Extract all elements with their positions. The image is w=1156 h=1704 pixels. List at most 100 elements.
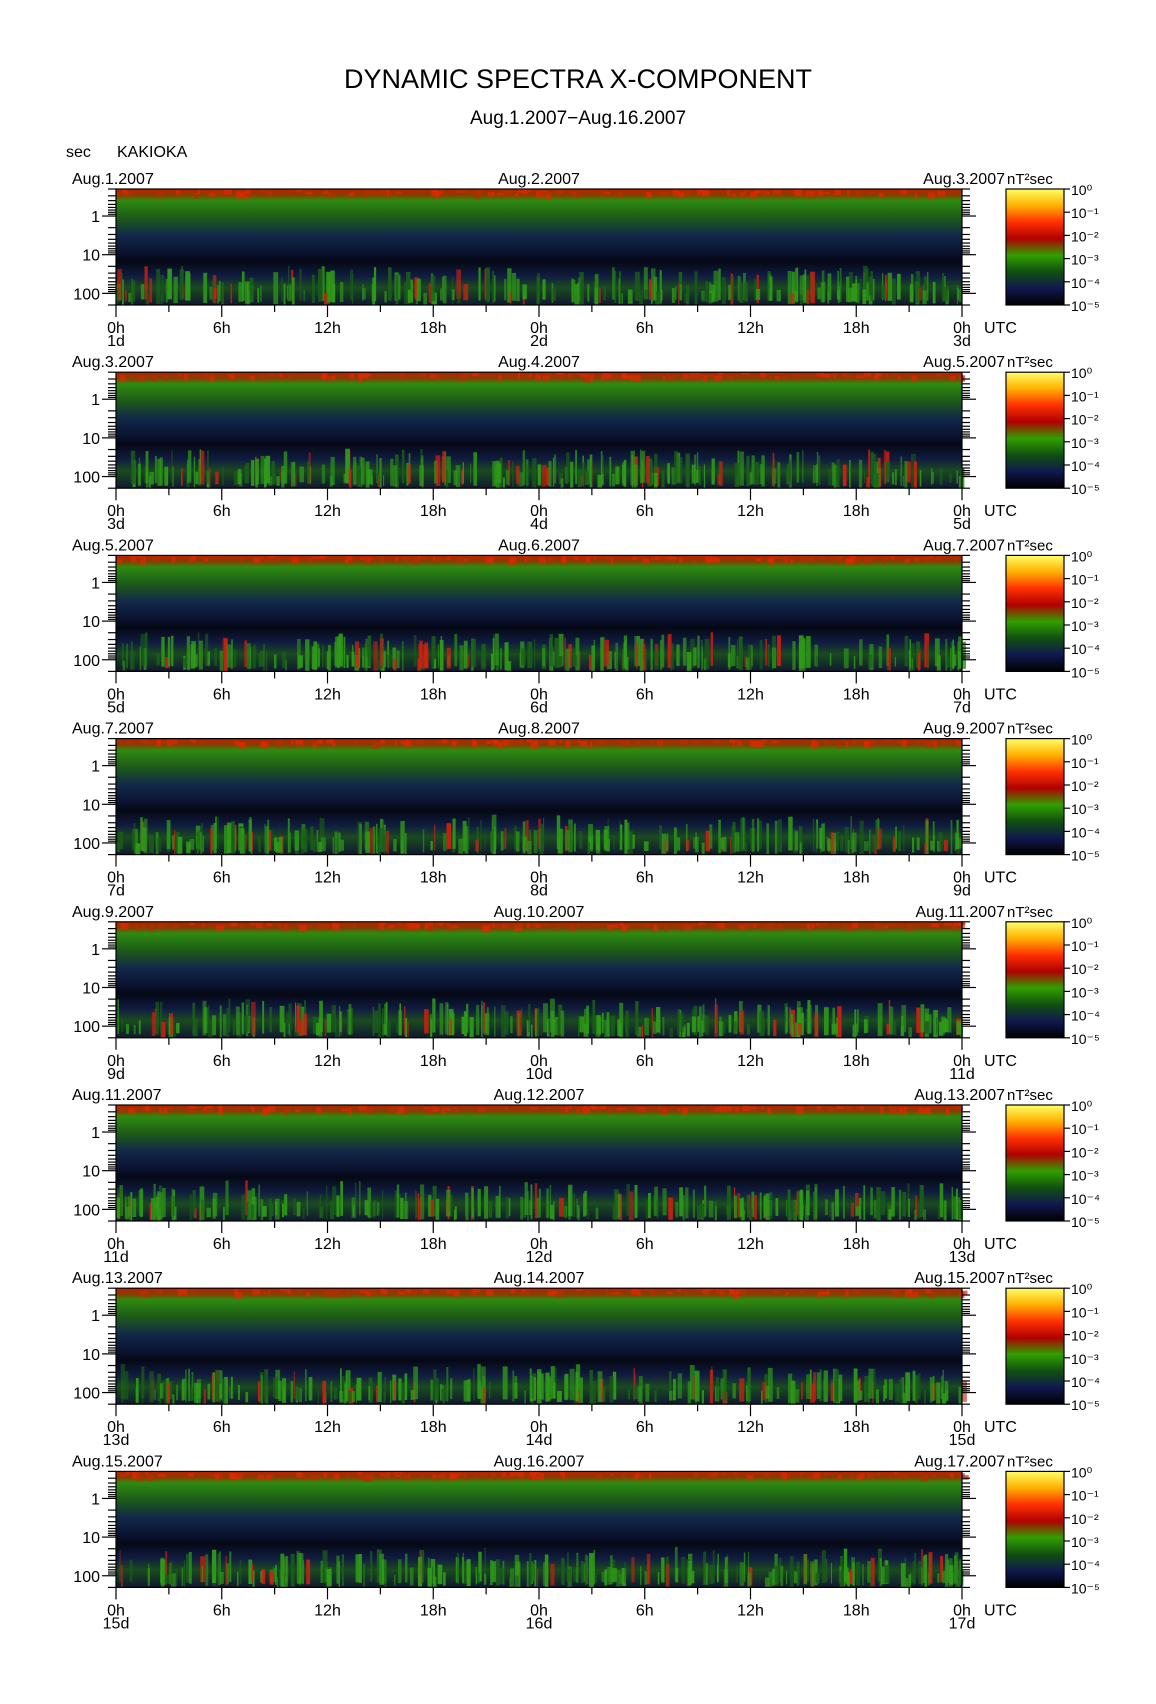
- spectrum-texture: [666, 833, 669, 851]
- spectrum-texture: [431, 189, 438, 194]
- date-label: Aug.9.2007: [72, 904, 154, 921]
- spectrum-texture: [694, 1370, 700, 1402]
- spectrum-texture: [659, 556, 667, 561]
- spectrum-texture: [181, 1567, 184, 1586]
- spectrum-texture: [396, 650, 400, 669]
- spectrum-texture: [863, 841, 869, 851]
- spectrum-texture: [958, 636, 963, 669]
- date-label: Aug.1.2007: [72, 171, 154, 188]
- spectrum-texture: [165, 278, 168, 303]
- spectrum-texture: [749, 472, 753, 485]
- spectrum-texture: [744, 923, 749, 928]
- spectrum-texture: [848, 272, 854, 300]
- spectrum-texture: [701, 1390, 704, 1404]
- spectrum-texture: [955, 1188, 958, 1220]
- spectrum-texture: [556, 815, 561, 850]
- spectrum-texture: [830, 832, 835, 854]
- spectrum-texture: [910, 643, 915, 671]
- spectrum-texture: [576, 1108, 579, 1114]
- spectrum-texture: [446, 1367, 449, 1402]
- spectrum-texture: [908, 1198, 910, 1217]
- spectrum-texture: [654, 556, 660, 560]
- spectrum-texture: [393, 658, 397, 671]
- y-tick-label: 1: [91, 1491, 100, 1508]
- spectrum-texture: [508, 1198, 511, 1216]
- spectrum-texture: [431, 1566, 434, 1586]
- spectrum-texture: [382, 835, 387, 851]
- spectrum-texture: [589, 1552, 594, 1587]
- spectrum-texture: [330, 456, 335, 486]
- spectrum-texture: [160, 274, 165, 303]
- spectrum-texture: [924, 1289, 931, 1294]
- spectrum-texture: [263, 643, 265, 671]
- spectrum-texture: [936, 1382, 941, 1404]
- spectrum-texture: [442, 1473, 445, 1479]
- spectrum-texture: [432, 1185, 437, 1216]
- spectrum-texture: [574, 823, 576, 852]
- spectrum-texture: [761, 1390, 763, 1404]
- spectrum-texture: [589, 454, 593, 488]
- spectrum-texture: [188, 1368, 190, 1402]
- spectrum-texture: [362, 283, 364, 301]
- spectrum-texture: [237, 469, 242, 485]
- spectrum-texture: [241, 1002, 244, 1035]
- spectrum-texture: [504, 642, 509, 671]
- spectrum-texture: [464, 558, 469, 562]
- spectrum-texture: [846, 276, 850, 302]
- spectrum-texture: [688, 1560, 692, 1586]
- spectrum-texture: [247, 290, 251, 305]
- spectrum-texture: [799, 556, 808, 563]
- spectrum-texture: [484, 268, 487, 300]
- spectrum-texture: [611, 372, 614, 378]
- spectrum-texture: [763, 1471, 770, 1477]
- spectrum-texture: [413, 1366, 418, 1400]
- spectrum-texture: [780, 1565, 784, 1587]
- spectrum-texture: [617, 1019, 621, 1036]
- spectrum-texture: [546, 1188, 549, 1218]
- colorbar-label: nT²sec: [1007, 904, 1053, 921]
- spectrum-texture: [627, 289, 633, 304]
- spectrum-texture: [672, 189, 680, 196]
- spectrum-texture: [439, 191, 444, 195]
- spectrum-texture: [664, 840, 669, 852]
- spectrum-texture: [505, 1107, 508, 1111]
- spectrum-texture: [651, 472, 654, 485]
- spectrum-texture: [662, 375, 666, 380]
- spectrum-texture: [671, 467, 676, 485]
- spectrum-texture: [349, 192, 355, 197]
- spectrum-texture: [573, 655, 577, 668]
- spectrum-texture: [281, 277, 283, 302]
- spectrum-texture: [714, 1107, 722, 1112]
- spectrum-texture: [372, 1010, 377, 1034]
- x-tick-label: 18h: [843, 1602, 870, 1619]
- spectrum-texture: [560, 1107, 568, 1114]
- spectrum-texture: [924, 1021, 930, 1034]
- spectrum-texture: [296, 1201, 301, 1217]
- spectrum-texture: [217, 190, 225, 195]
- spectrum-texture: [431, 190, 440, 197]
- spectrum-texture: [737, 740, 742, 747]
- spectrum-texture: [488, 1200, 493, 1218]
- spectrum-texture: [246, 643, 251, 669]
- spectrum-texture: [382, 475, 385, 487]
- spectrum-texture: [693, 837, 697, 849]
- spectrum-texture: [358, 372, 364, 378]
- spectrum-texture: [505, 469, 510, 485]
- spectrum-texture: [881, 1566, 886, 1585]
- spectrum-texture: [239, 556, 244, 562]
- spectrum-texture: [271, 473, 276, 484]
- spectrum-texture: [899, 1378, 903, 1404]
- spectrum-texture: [538, 1188, 541, 1218]
- spectrum-texture: [802, 190, 805, 197]
- spectrum-texture: [234, 1473, 243, 1480]
- spectrum-texture: [373, 267, 377, 302]
- spectrum-texture: [952, 654, 957, 666]
- spectrum-texture: [327, 924, 331, 929]
- spectrum-texture: [927, 271, 929, 301]
- spectrum-texture: [445, 470, 449, 488]
- spectrum-texture: [541, 464, 547, 487]
- spectrum-texture: [437, 740, 441, 744]
- spectrum-texture: [769, 1191, 773, 1219]
- spectrum-texture: [897, 375, 901, 380]
- spectrum-texture: [614, 270, 617, 303]
